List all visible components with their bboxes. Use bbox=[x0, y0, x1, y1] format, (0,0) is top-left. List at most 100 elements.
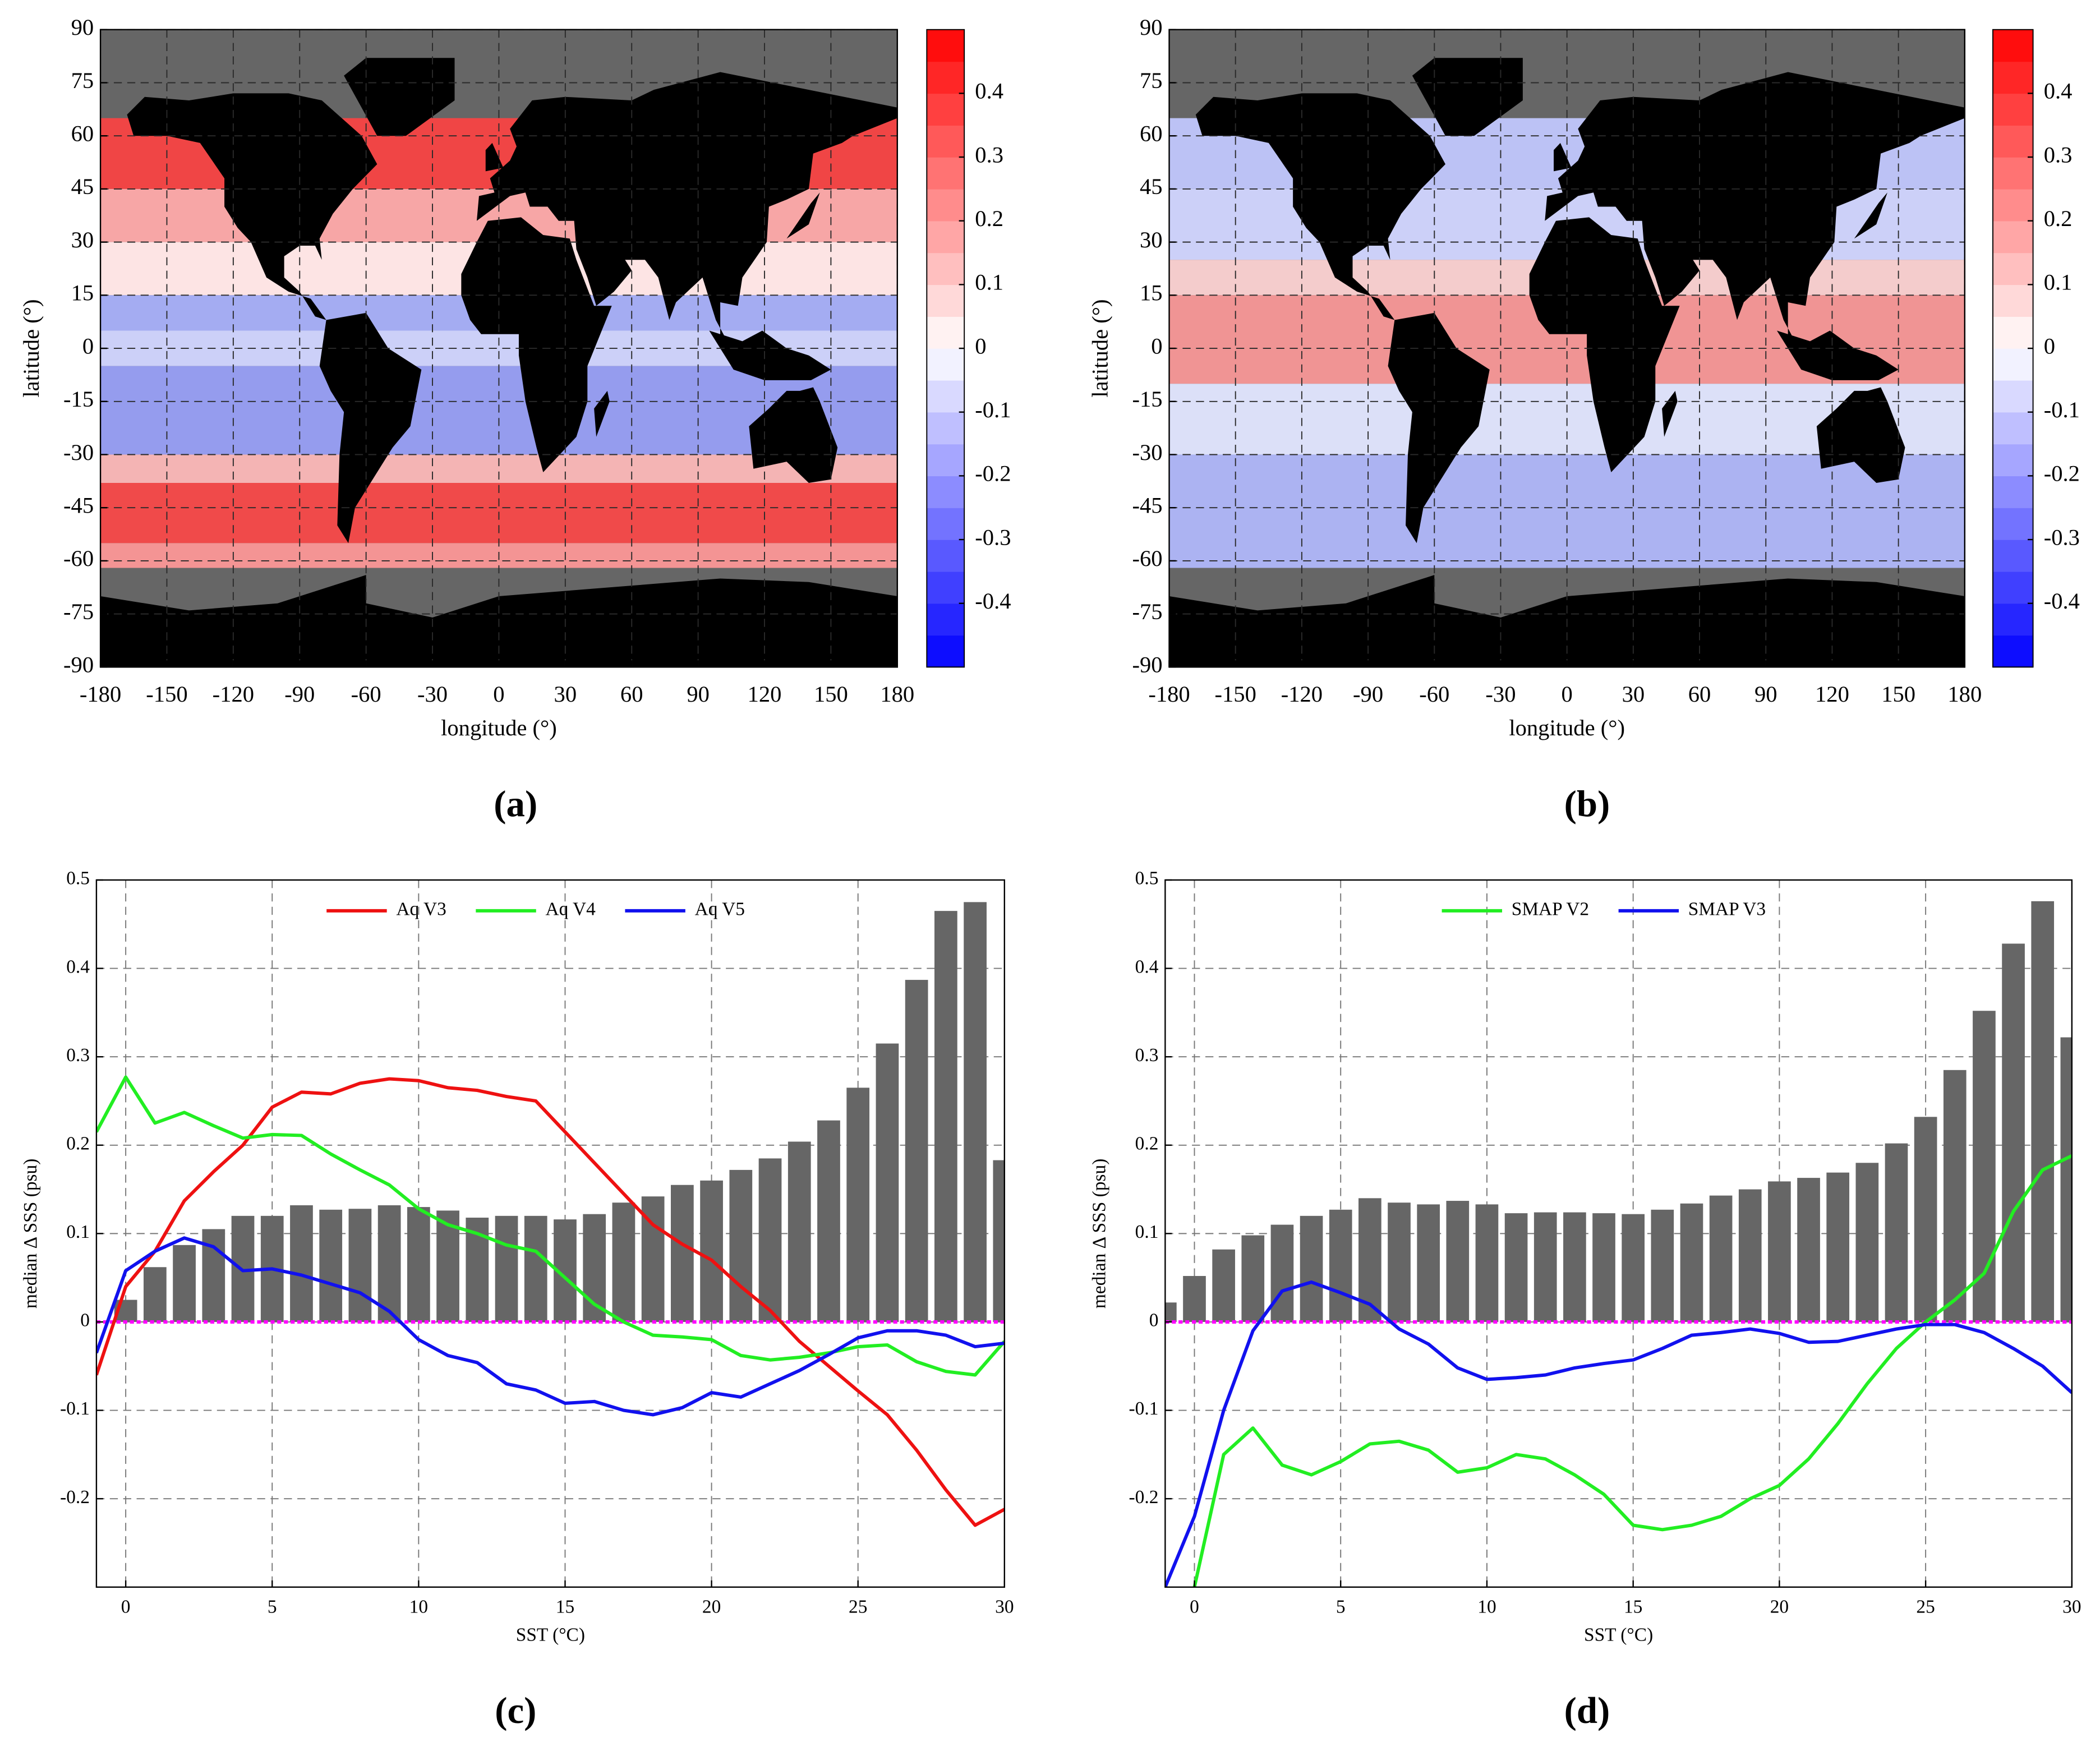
panel-label: (c) bbox=[495, 1690, 536, 1731]
y-tick-label: -0.2 bbox=[1129, 1487, 1159, 1508]
y-tick-label: 0.1 bbox=[1135, 1222, 1159, 1242]
y-tick-label: 15 bbox=[1140, 280, 1163, 306]
x-tick-label: 150 bbox=[814, 681, 848, 707]
series-line bbox=[96, 1236, 1005, 1417]
y-tick-label: -90 bbox=[63, 652, 94, 678]
y-tick-label: 0.3 bbox=[1135, 1045, 1159, 1066]
y-tick-label: -75 bbox=[1132, 599, 1162, 624]
x-tick-label: 0 bbox=[1190, 1597, 1199, 1618]
x-axis-label: longitude (°) bbox=[1509, 715, 1625, 740]
bar bbox=[173, 1245, 196, 1322]
colorbar-step bbox=[1992, 540, 2033, 572]
legend-label: Aq V5 bbox=[695, 899, 745, 920]
bar bbox=[1855, 1163, 1879, 1322]
y-tick-label: 0.2 bbox=[66, 1133, 90, 1154]
y-tick-label: -30 bbox=[63, 440, 94, 465]
bar bbox=[1446, 1201, 1470, 1322]
x-tick-label: 150 bbox=[1881, 681, 1915, 707]
bar bbox=[1504, 1213, 1528, 1322]
x-tick-label: -60 bbox=[1419, 681, 1449, 707]
colorbar-step bbox=[1992, 220, 2033, 254]
bar bbox=[377, 1205, 401, 1322]
x-tick-label: 5 bbox=[1336, 1597, 1346, 1618]
colorbar-tick-label: -0.1 bbox=[2044, 397, 2080, 422]
y-tick-label: -60 bbox=[1132, 546, 1162, 571]
x-tick-label: 30 bbox=[2062, 1597, 2081, 1618]
bar bbox=[495, 1215, 518, 1322]
x-tick-label: 20 bbox=[1770, 1597, 1789, 1618]
bar bbox=[436, 1210, 459, 1322]
colorbar-step bbox=[1992, 252, 2033, 285]
colorbar-step bbox=[1992, 284, 2033, 317]
y-tick-label: 0.3 bbox=[66, 1045, 90, 1066]
x-tick-label: 15 bbox=[1624, 1597, 1642, 1618]
plot-area bbox=[96, 902, 1005, 1527]
x-tick-label: 120 bbox=[1815, 681, 1849, 707]
bar bbox=[758, 1158, 782, 1322]
x-tick-label: 60 bbox=[1688, 681, 1711, 707]
plot-area bbox=[1165, 901, 2072, 1587]
y-tick-label: 0 bbox=[1149, 1310, 1159, 1331]
y-axis-label: latitude (°) bbox=[19, 300, 44, 398]
legend-label: SMAP V3 bbox=[1688, 899, 1766, 920]
x-tick-label: 90 bbox=[1754, 681, 1777, 707]
colorbar-step bbox=[1992, 476, 2033, 508]
bar bbox=[1709, 1195, 1733, 1322]
colorbar-step bbox=[927, 29, 965, 62]
x-tick-label: 0 bbox=[493, 681, 504, 707]
colorbar-step bbox=[927, 61, 965, 94]
x-tick-label: 30 bbox=[554, 681, 577, 707]
colorbar-step bbox=[927, 635, 965, 668]
x-axis-label: SST (°C) bbox=[516, 1625, 585, 1646]
colorbar-step bbox=[927, 93, 965, 126]
y-tick-label: -30 bbox=[1132, 440, 1162, 465]
bar bbox=[2060, 1037, 2072, 1322]
colorbar-tick-label: 0 bbox=[2044, 333, 2055, 358]
panel-label: (d) bbox=[1564, 1690, 1610, 1731]
bar bbox=[1475, 1204, 1499, 1322]
colorbar-step bbox=[1992, 29, 2033, 62]
x-tick-label: 30 bbox=[1622, 681, 1645, 707]
x-tick-label: 30 bbox=[995, 1597, 1014, 1618]
y-tick-label: -45 bbox=[1132, 493, 1162, 518]
colorbar-tick-label: 0.1 bbox=[2044, 270, 2073, 295]
colorbar-tick-label: 0 bbox=[975, 333, 986, 358]
bar bbox=[1738, 1189, 1762, 1322]
y-tick-label: 90 bbox=[1140, 15, 1163, 40]
x-tick-label: 90 bbox=[687, 681, 710, 707]
bar bbox=[1797, 1178, 1820, 1322]
bar bbox=[934, 911, 957, 1322]
bar bbox=[1680, 1203, 1703, 1322]
y-tick-label: 0.4 bbox=[66, 956, 90, 977]
x-tick-label: 10 bbox=[409, 1597, 428, 1618]
x-tick-label: -180 bbox=[1148, 681, 1190, 707]
bar bbox=[2031, 901, 2055, 1322]
colorbar-step bbox=[927, 284, 965, 317]
colorbar-tick-label: -0.4 bbox=[2044, 588, 2080, 614]
bar bbox=[1768, 1181, 1791, 1322]
panel-label: (b) bbox=[1564, 783, 1610, 824]
y-tick-label: -75 bbox=[63, 599, 94, 624]
colorbar-step bbox=[927, 540, 965, 572]
colorbar-tick-label: -0.3 bbox=[2044, 524, 2080, 550]
bar bbox=[2002, 943, 2025, 1322]
y-tick-label: 0.1 bbox=[66, 1222, 90, 1242]
colorbar-step bbox=[927, 316, 965, 349]
bar bbox=[612, 1202, 635, 1322]
bar bbox=[290, 1205, 313, 1322]
y-tick-label: 30 bbox=[71, 227, 94, 252]
bar bbox=[1885, 1143, 1908, 1322]
y-tick-label: 0.4 bbox=[1135, 956, 1159, 977]
x-tick-label: 180 bbox=[880, 681, 914, 707]
colorbar-step bbox=[927, 476, 965, 508]
x-tick-label: 60 bbox=[620, 681, 643, 707]
bar bbox=[1563, 1212, 1586, 1322]
y-tick-label: 0.5 bbox=[1135, 868, 1159, 889]
colorbar-step bbox=[1992, 316, 2033, 349]
colorbar-step bbox=[927, 125, 965, 158]
y-tick-label: 75 bbox=[1140, 68, 1163, 93]
x-tick-label: -60 bbox=[351, 681, 381, 707]
y-tick-label: 60 bbox=[1140, 121, 1163, 146]
bar bbox=[1417, 1204, 1440, 1322]
